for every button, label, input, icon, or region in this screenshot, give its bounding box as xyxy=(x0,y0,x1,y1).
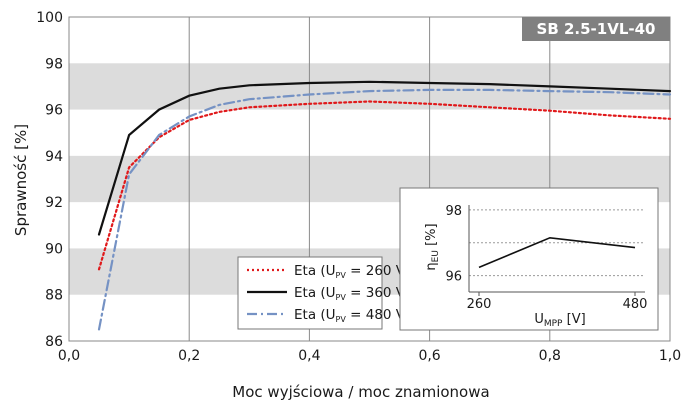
y-tick-label: 92 xyxy=(45,195,63,211)
legend-label-1: Eta (UPV = 260 V) xyxy=(294,263,410,280)
y-axis-title: Sprawność [%] xyxy=(12,124,30,236)
y-tick-label: 94 xyxy=(45,149,63,165)
gray-band-96-98 xyxy=(69,63,670,109)
x-tick-label: 0,6 xyxy=(418,348,440,364)
legend-label-2: Eta (UPV = 360 V) xyxy=(294,285,410,302)
inset-y-axis-title: ηEU [%] xyxy=(424,223,441,270)
y-tick-label: 88 xyxy=(45,288,63,304)
inset-y-tick-label: 98 xyxy=(445,204,462,219)
x-tick-labels: 0,0 0,2 0,4 0,6 0,8 1,0 xyxy=(58,348,681,364)
inset-x-tick-label: 480 xyxy=(623,297,648,312)
x-tick-label: 0,4 xyxy=(298,348,320,364)
model-badge-text: SB 2.5-1VL-40 xyxy=(537,20,656,38)
x-tick-label: 0,0 xyxy=(58,348,80,364)
y-tick-label: 100 xyxy=(36,10,63,26)
legend-label-3: Eta (UPV = 480 V) xyxy=(294,307,410,324)
inset-y-tick-label: 96 xyxy=(445,270,462,285)
legend: Eta (UPV = 260 V) Eta (UPV = 360 V) Eta (U… xyxy=(238,257,410,329)
inset-x-tick-label: 260 xyxy=(467,297,492,312)
model-badge: SB 2.5-1VL-40 xyxy=(522,17,670,41)
x-axis-title: Moc wyjściowa / moc znamionowa xyxy=(232,383,489,401)
y-tick-label: 98 xyxy=(45,56,63,72)
y-tick-label: 96 xyxy=(45,103,63,119)
y-tick-label: 90 xyxy=(45,241,63,257)
x-tick-label: 0,2 xyxy=(178,348,200,364)
x-tick-label: 0,8 xyxy=(539,348,561,364)
x-tick-label: 1,0 xyxy=(659,348,681,364)
